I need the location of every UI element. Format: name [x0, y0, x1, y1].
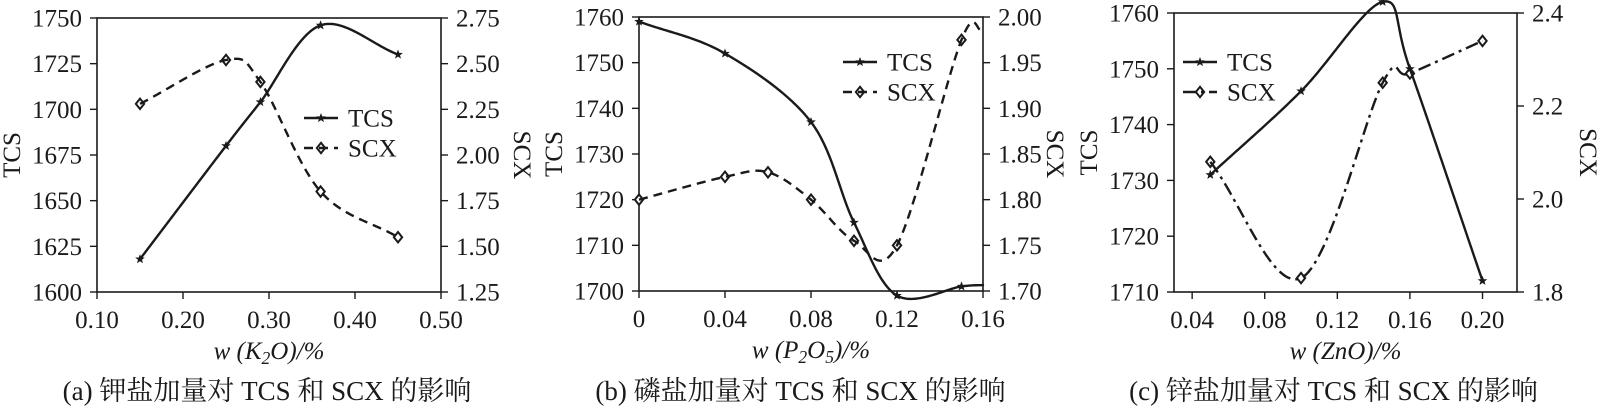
svg-text:w (P2O5)/%: w (P2O5)/%: [752, 337, 870, 367]
svg-text:0.50: 0.50: [419, 307, 463, 334]
svg-text:1750: 1750: [1109, 56, 1159, 83]
svg-text:TCS: TCS: [1227, 50, 1273, 77]
svg-text:0.12: 0.12: [875, 306, 919, 333]
svg-text:2.75: 2.75: [456, 6, 500, 33]
svg-text:1.80: 1.80: [998, 187, 1042, 214]
svg-text:2.0: 2.0: [1532, 187, 1563, 214]
svg-text:1650: 1650: [32, 188, 82, 215]
svg-text:SCX: SCX: [1574, 128, 1600, 177]
svg-text:0.04: 0.04: [1170, 307, 1214, 334]
svg-text:TCS: TCS: [1076, 130, 1103, 176]
svg-text:SCX: SCX: [348, 136, 397, 163]
svg-text:1710: 1710: [574, 233, 624, 260]
svg-text:0.08: 0.08: [1243, 307, 1287, 334]
svg-text:1750: 1750: [574, 50, 624, 77]
svg-text:1720: 1720: [1109, 224, 1159, 251]
svg-text:1.8: 1.8: [1532, 280, 1563, 307]
svg-text:0.20: 0.20: [161, 307, 205, 334]
svg-text:1.75: 1.75: [998, 233, 1042, 260]
svg-text:SCX: SCX: [1041, 130, 1067, 179]
svg-text:w (ZnO)/%: w (ZnO)/%: [1290, 338, 1402, 365]
svg-text:0.08: 0.08: [789, 306, 833, 333]
svg-text:(c) 锌盐加量对 TCS 和 SCX 的影响: (c) 锌盐加量对 TCS 和 SCX 的影响: [1129, 376, 1538, 406]
svg-text:1675: 1675: [32, 143, 82, 170]
svg-text:1.50: 1.50: [456, 234, 500, 261]
svg-text:SCX: SCX: [508, 131, 534, 180]
svg-text:2.2: 2.2: [1532, 94, 1563, 121]
svg-text:2.4: 2.4: [1532, 1, 1564, 28]
svg-text:2.50: 2.50: [456, 51, 500, 78]
svg-text:1600: 1600: [32, 280, 82, 307]
svg-text:0.04: 0.04: [703, 306, 747, 333]
svg-text:0: 0: [633, 306, 646, 333]
svg-text:TCS: TCS: [348, 106, 394, 133]
svg-text:2.25: 2.25: [456, 97, 500, 124]
svg-text:(a) 钾盐加量对 TCS 和 SCX 的影响: (a) 钾盐加量对 TCS 和 SCX 的影响: [63, 376, 472, 406]
svg-text:1.75: 1.75: [456, 188, 500, 215]
svg-text:1.90: 1.90: [998, 96, 1042, 123]
svg-text:1730: 1730: [1109, 168, 1159, 195]
svg-text:TCS: TCS: [0, 132, 26, 178]
svg-text:SCX: SCX: [1227, 80, 1276, 107]
svg-text:w (K2O)/%: w (K2O)/%: [214, 338, 325, 368]
svg-text:1720: 1720: [574, 187, 624, 214]
svg-text:1710: 1710: [1109, 280, 1159, 307]
svg-text:0.16: 0.16: [961, 306, 1005, 333]
svg-text:0.16: 0.16: [1388, 307, 1432, 334]
svg-text:2.00: 2.00: [456, 143, 500, 170]
svg-text:1760: 1760: [1109, 1, 1159, 28]
svg-text:1625: 1625: [32, 234, 82, 261]
svg-text:1730: 1730: [574, 142, 624, 169]
svg-text:TCS: TCS: [887, 50, 933, 77]
svg-text:1760: 1760: [574, 5, 624, 32]
svg-text:TCS: TCS: [541, 131, 568, 177]
svg-text:1750: 1750: [32, 6, 82, 33]
svg-text:(b) 磷盐加量对 TCS 和 SCX 的影响: (b) 磷盐加量对 TCS 和 SCX 的影响: [595, 376, 1005, 406]
svg-text:0.30: 0.30: [247, 307, 291, 334]
svg-text:0.10: 0.10: [75, 307, 119, 334]
svg-text:1.85: 1.85: [998, 142, 1042, 169]
svg-text:1.70: 1.70: [998, 279, 1042, 306]
svg-text:1740: 1740: [1109, 112, 1159, 139]
svg-text:1.95: 1.95: [998, 50, 1042, 77]
svg-text:0.40: 0.40: [333, 307, 377, 334]
svg-text:1.25: 1.25: [456, 280, 500, 307]
svg-text:SCX: SCX: [887, 80, 936, 107]
svg-text:1700: 1700: [574, 279, 624, 306]
svg-text:0.20: 0.20: [1461, 307, 1505, 334]
svg-text:1700: 1700: [32, 97, 82, 124]
svg-text:1740: 1740: [574, 96, 624, 123]
svg-text:0.12: 0.12: [1315, 307, 1359, 334]
svg-text:1725: 1725: [32, 51, 82, 78]
svg-text:2.00: 2.00: [998, 5, 1042, 32]
